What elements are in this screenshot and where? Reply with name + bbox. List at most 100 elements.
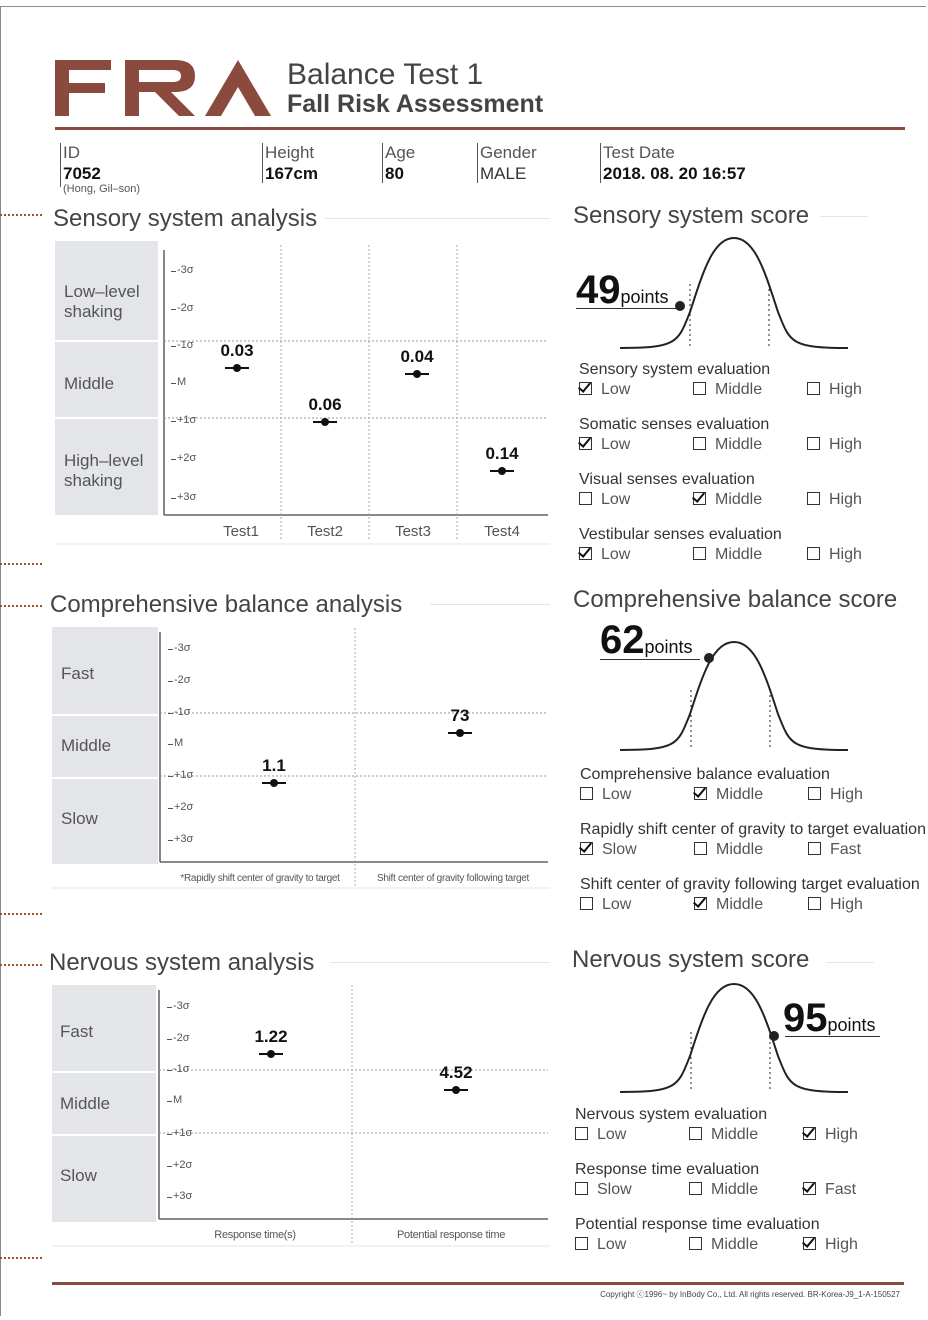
checkbox[interactable]	[803, 1237, 816, 1250]
checkbox[interactable]	[689, 1127, 702, 1140]
checkbox[interactable]	[575, 1127, 588, 1140]
checkbox[interactable]	[689, 1237, 702, 1250]
option-label: Middle	[716, 841, 764, 858]
page-frame	[0, 6, 926, 1316]
checkbox[interactable]	[694, 842, 707, 855]
section-marker	[0, 1257, 42, 1259]
evaluation-option-middle[interactable]: Middle	[693, 491, 762, 509]
evaluation-option-middle[interactable]: Middle	[689, 1126, 758, 1144]
option-label: Fast	[825, 1181, 857, 1198]
checkbox[interactable]	[693, 492, 706, 505]
checkbox[interactable]	[579, 547, 592, 560]
option-label: Low	[601, 491, 631, 508]
header-rule	[55, 127, 905, 130]
evaluation-option-middle[interactable]: Middle	[693, 436, 762, 454]
data-label: 73	[450, 705, 470, 725]
checkbox[interactable]	[580, 842, 593, 855]
evaluation-option-middle[interactable]: Middle	[694, 841, 763, 859]
checkbox[interactable]	[808, 842, 821, 855]
checkbox[interactable]	[693, 437, 706, 450]
checkbox[interactable]	[579, 437, 592, 450]
checkbox[interactable]	[693, 382, 706, 395]
data-label: 0.06	[308, 394, 342, 414]
checkbox[interactable]	[808, 787, 821, 800]
option-label: Slow	[597, 1181, 632, 1198]
evaluation-option-middle[interactable]: Middle	[689, 1181, 758, 1199]
evaluation-option-high[interactable]: High	[803, 1236, 858, 1254]
evaluation-title: Somatic senses evaluation	[579, 416, 770, 433]
id-label: ID	[63, 143, 80, 162]
option-label: Middle	[716, 786, 764, 803]
evaluation-title: Sensory system evaluation	[579, 361, 771, 378]
checkbox[interactable]	[807, 492, 820, 505]
nervous-band-area	[52, 985, 156, 1222]
y-tick: -3σ	[171, 264, 194, 276]
evaluation-option-low[interactable]: Low	[579, 436, 630, 454]
evaluation-option-slow[interactable]: Slow	[580, 841, 637, 859]
data-point	[259, 1049, 283, 1058]
evaluation-option-high[interactable]: High	[807, 491, 862, 509]
score-unit: points	[620, 287, 669, 307]
y-tick: -2σ	[167, 1032, 190, 1044]
x-label-test2: Test2	[307, 523, 343, 540]
x-label-test4: Test4	[484, 523, 520, 540]
evaluation-option-low[interactable]: Low	[579, 491, 630, 509]
y-tick: -2σ	[168, 674, 191, 686]
y-tick: -3σ	[168, 642, 191, 654]
evaluation-option-middle[interactable]: Middle	[689, 1236, 758, 1254]
checkbox[interactable]	[579, 382, 592, 395]
date-value: 2018. 08. 20 16:57	[603, 164, 746, 183]
evaluation-option-low[interactable]: Low	[579, 546, 630, 564]
comprehensive-score: 62points	[600, 618, 693, 663]
evaluation-option-middle[interactable]: Middle	[694, 896, 763, 914]
checkbox[interactable]	[807, 382, 820, 395]
evaluation-option-high[interactable]: High	[807, 436, 862, 454]
checkbox[interactable]	[580, 897, 593, 910]
evaluation-option-low[interactable]: Low	[579, 381, 630, 399]
evaluation-block: Vestibular senses evaluation Low Middle Hig…	[579, 526, 862, 568]
band-slow: Slow	[61, 809, 98, 828]
evaluation-option-high[interactable]: High	[807, 381, 862, 399]
checkbox[interactable]	[579, 492, 592, 505]
evaluation-option-low[interactable]: Low	[575, 1126, 626, 1144]
evaluation-option-high[interactable]: High	[803, 1126, 858, 1144]
checkbox[interactable]	[575, 1237, 588, 1250]
evaluation-option-slow[interactable]: Slow	[575, 1181, 632, 1199]
checkbox[interactable]	[694, 897, 707, 910]
checkbox[interactable]	[808, 897, 821, 910]
evaluation-option-low[interactable]: Low	[580, 896, 631, 914]
checkbox[interactable]	[803, 1182, 816, 1195]
score-value: 95	[783, 996, 828, 1040]
option-label: Low	[597, 1236, 627, 1253]
evaluation-option-middle[interactable]: Middle	[694, 786, 763, 804]
option-label: Middle	[711, 1126, 759, 1143]
checkbox[interactable]	[693, 547, 706, 560]
checkbox[interactable]	[807, 437, 820, 450]
evaluation-option-middle[interactable]: Middle	[693, 381, 762, 399]
evaluation-option-high[interactable]: High	[808, 896, 863, 914]
data-label: 1.1	[262, 756, 286, 776]
option-label: Middle	[715, 546, 763, 563]
score-value: 62	[600, 618, 645, 662]
y-tick: -2σ	[171, 302, 194, 314]
y-tick: +2σ	[170, 452, 197, 464]
checkbox[interactable]	[807, 547, 820, 560]
evaluation-title: Response time evaluation	[575, 1161, 760, 1178]
checkbox[interactable]	[803, 1127, 816, 1140]
evaluation-option-middle[interactable]: Middle	[693, 546, 762, 564]
checkbox[interactable]	[689, 1182, 702, 1195]
evaluation-option-low[interactable]: Low	[575, 1236, 626, 1254]
evaluation-option-high[interactable]: High	[808, 786, 863, 804]
option-label: Low	[601, 436, 631, 453]
checkbox[interactable]	[580, 787, 593, 800]
score-value: 49	[576, 268, 621, 312]
evaluation-option-low[interactable]: Low	[580, 786, 631, 804]
checkbox[interactable]	[575, 1182, 588, 1195]
option-label: Fast	[830, 841, 862, 858]
evaluation-option-fast[interactable]: Fast	[803, 1181, 856, 1199]
option-label: High	[830, 896, 863, 913]
checkbox[interactable]	[694, 787, 707, 800]
evaluation-option-high[interactable]: High	[807, 546, 862, 564]
evaluation-block: Comprehensive balance evaluation Low Middl…	[580, 766, 863, 808]
evaluation-option-fast[interactable]: Fast	[808, 841, 861, 859]
